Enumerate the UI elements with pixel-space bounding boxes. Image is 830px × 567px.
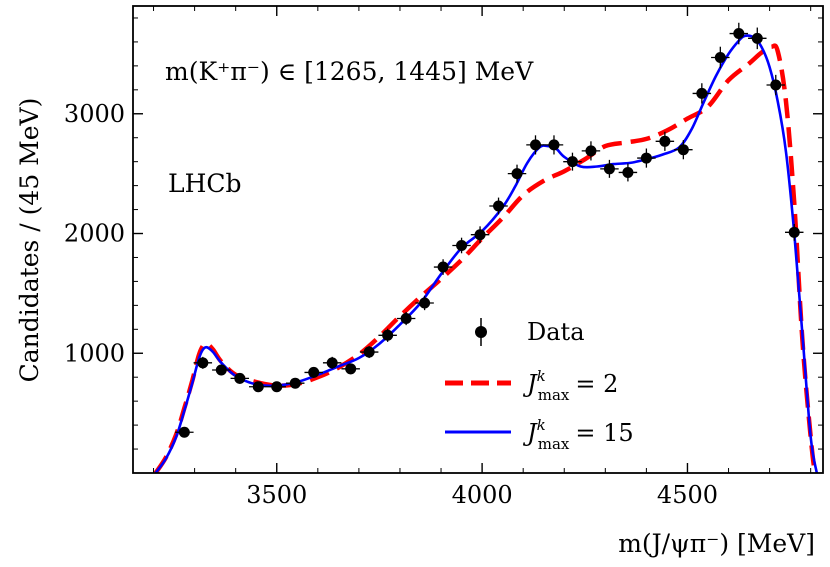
data-point [640, 152, 652, 164]
data-point [326, 357, 338, 369]
legend: Data Jk max = 2 Jk max = 15 [445, 318, 634, 453]
series-line-1 [153, 43, 818, 473]
y-axis-title: Candidates / (45 MeV) [15, 98, 44, 383]
legend-jmax15-symbol: J [522, 419, 538, 447]
x-tick-label: 4000 [452, 481, 513, 509]
data-point [252, 381, 264, 393]
curves-layer [153, 34, 819, 473]
data-point [289, 377, 301, 389]
legend-entry-jmax2: Jk max = 2 [445, 367, 618, 404]
data-point [511, 168, 523, 180]
data-point [659, 135, 671, 147]
data-point [308, 366, 320, 378]
series-line-2 [154, 34, 819, 473]
data-point [419, 297, 431, 309]
data-point [603, 163, 615, 175]
data-point [585, 145, 597, 157]
legend-jmax15-subscript: max [538, 435, 570, 453]
legend-entry-data: Data [475, 318, 585, 346]
legend-jmax2-symbol: J [522, 370, 538, 398]
data-point [566, 156, 578, 168]
legend-jmax15-value: = 15 [575, 419, 633, 447]
experiment-label: LHCb [168, 169, 242, 198]
data-point [474, 229, 486, 241]
plot-frame [132, 5, 824, 474]
data-point [548, 139, 560, 151]
legend-jmax2-subscript: max [538, 386, 570, 404]
data-point [271, 381, 283, 393]
data-point [345, 363, 357, 375]
data-point [622, 166, 634, 178]
data-point [677, 144, 689, 156]
x-tick-label: 3500 [246, 481, 307, 509]
data-point [788, 226, 800, 238]
legend-data-marker [475, 326, 487, 338]
data-point [363, 346, 375, 358]
legend-label-jmax2: Jk max = 2 [522, 367, 618, 404]
data-point [751, 32, 763, 44]
data-point [382, 329, 394, 341]
legend-label-data: Data [527, 318, 585, 346]
data-point [215, 364, 227, 376]
mass-window-annotation: m(K⁺π⁻) ∈ [1265, 1445] MeV [165, 57, 534, 86]
data-point [696, 87, 708, 99]
legend-label-jmax15: Jk max = 15 [522, 416, 634, 453]
data-point [770, 79, 782, 91]
legend-jmax2-value: = 2 [575, 370, 618, 398]
data-point [234, 372, 246, 384]
y-tick-label: 1000 [64, 339, 125, 367]
legend-jmax2-superscript: k [537, 367, 546, 385]
data-point [733, 28, 745, 40]
data-point [493, 200, 505, 212]
data-point [456, 239, 468, 251]
data-point [437, 261, 449, 273]
data-point [197, 357, 209, 369]
tick-labels: 3500 4000 4500 1000 2000 3000 [64, 100, 718, 509]
x-tick-label: 4500 [657, 481, 718, 509]
legend-jmax15-superscript: k [537, 416, 546, 434]
data-point [714, 51, 726, 63]
data-point [530, 139, 541, 151]
data-point [178, 426, 190, 438]
x-axis-title: m(J/ψπ⁻) [MeV] [618, 529, 815, 558]
data-points-layer [175, 22, 804, 438]
y-tick-label: 2000 [64, 220, 125, 248]
y-tick-label: 3000 [64, 100, 125, 128]
legend-entry-jmax15: Jk max = 15 [445, 416, 634, 453]
data-point [400, 313, 412, 325]
